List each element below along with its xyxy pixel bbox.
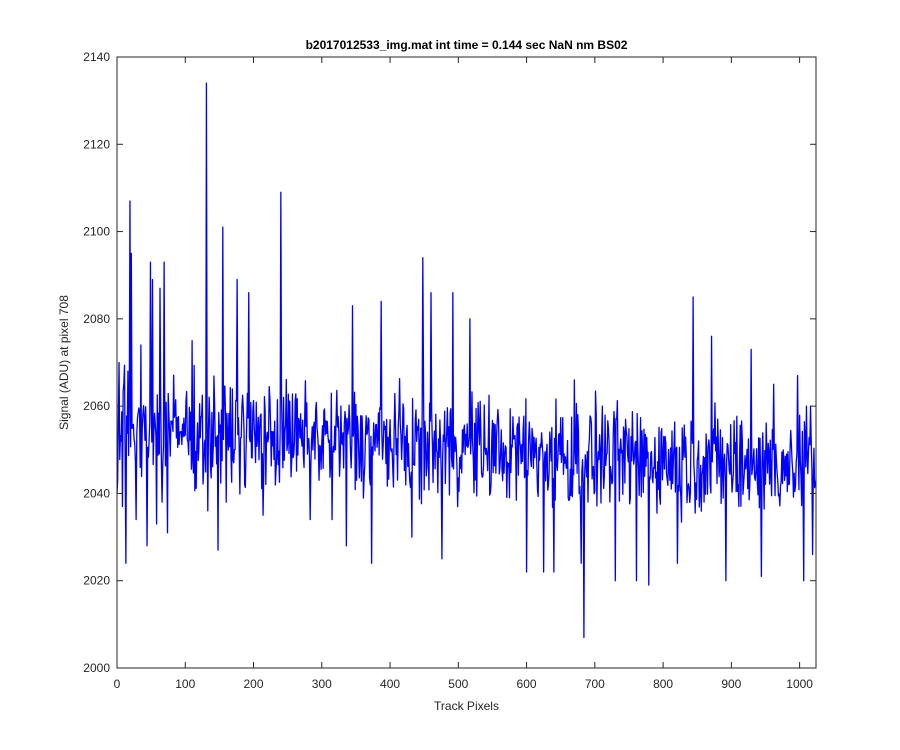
x-tick-label: 0	[114, 677, 121, 691]
x-tick-label: 400	[380, 677, 400, 691]
y-axis-label: Signal (ADU) at pixel 708	[57, 295, 71, 430]
x-tick-label: 500	[448, 677, 468, 691]
x-tick-label: 1000	[786, 677, 813, 691]
y-tick-label: 2140	[83, 50, 110, 64]
y-tick-label: 2100	[83, 225, 110, 239]
x-tick-label: 300	[312, 677, 332, 691]
x-tick-label: 600	[517, 677, 537, 691]
y-tick-label: 2000	[83, 661, 110, 675]
y-tick-label: 2060	[83, 399, 110, 413]
chart-title: b2017012533_img.mat int time = 0.144 sec…	[306, 38, 628, 52]
axes-frame	[116, 56, 817, 669]
axes-layer: 0 100 200 300 400 500 600 700 800 900 1000 2000 2020…	[83, 50, 817, 691]
series-line	[116, 82, 816, 639]
y-tick-label: 2020	[83, 574, 110, 588]
x-tick-label: 200	[244, 677, 264, 691]
y-tick-label: 2120	[83, 137, 110, 151]
y-tick-label: 2080	[83, 312, 110, 326]
x-tick-label: 100	[175, 677, 195, 691]
x-tick-label: 800	[653, 677, 673, 691]
x-tick-label: 700	[585, 677, 605, 691]
x-tick-label: 900	[721, 677, 741, 691]
x-axis-label: Track Pixels	[434, 699, 499, 713]
plot-area	[117, 57, 816, 668]
data-layer	[116, 82, 816, 639]
y-tick-label: 2040	[83, 486, 110, 500]
